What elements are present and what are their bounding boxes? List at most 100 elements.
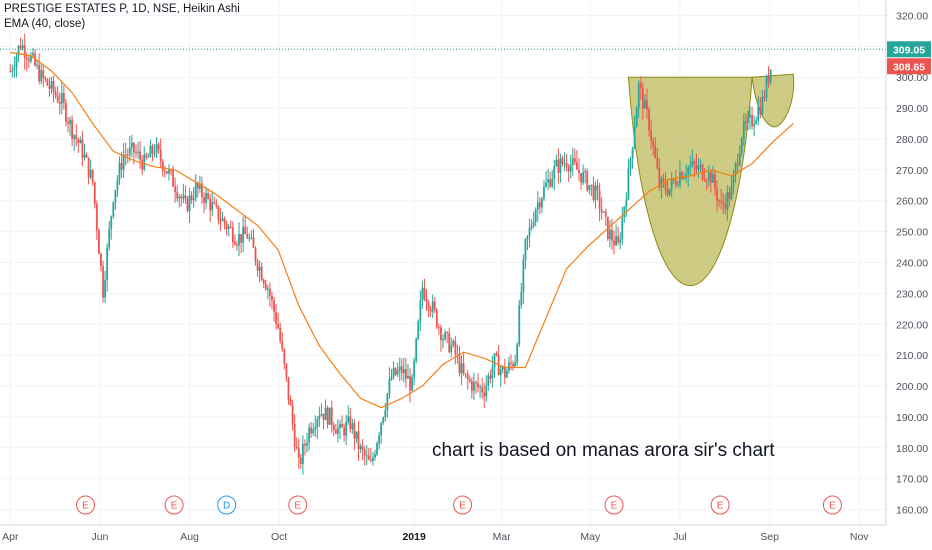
candle-body	[165, 171, 168, 174]
candle-body	[608, 229, 611, 239]
candle-body	[367, 455, 370, 460]
candle-body	[316, 419, 319, 428]
candle-body	[264, 283, 267, 290]
x-tick-label: Sep	[760, 531, 779, 543]
candle-body	[328, 407, 331, 425]
candle-body	[530, 225, 533, 228]
earnings-marker[interactable]: E	[453, 495, 473, 515]
candle-body	[716, 188, 718, 201]
candle-body	[149, 145, 152, 157]
candle-body	[685, 175, 688, 177]
candle-body	[637, 83, 640, 109]
candle-body	[512, 363, 514, 367]
candle-body	[332, 425, 335, 431]
candle-body	[621, 217, 624, 240]
candle-body	[761, 96, 764, 115]
candle-body	[423, 287, 426, 300]
candle-body	[433, 301, 436, 310]
candle-body	[79, 139, 82, 144]
candle-body	[718, 200, 721, 202]
candle-body	[483, 392, 486, 397]
candle-body	[250, 237, 253, 239]
candle-body	[19, 45, 22, 49]
candle-body	[503, 366, 506, 378]
candle-body	[271, 295, 273, 301]
candle-body	[446, 332, 449, 334]
candle-body	[159, 149, 162, 161]
candle-body	[355, 431, 358, 439]
candle-body	[147, 156, 150, 158]
candle-body	[223, 218, 226, 224]
candle-body	[217, 205, 220, 221]
candle-body	[81, 139, 84, 158]
candle-body	[520, 291, 523, 306]
candle-body	[256, 261, 259, 271]
indicator-label: EMA (40, close)	[4, 18, 86, 30]
candle-body	[479, 386, 481, 388]
earnings-marker[interactable]: E	[604, 495, 624, 515]
earnings-marker[interactable]: E	[164, 495, 184, 515]
candle-body	[470, 381, 473, 391]
candle-body	[215, 203, 218, 206]
candle-body	[345, 422, 348, 436]
candle-body	[573, 158, 576, 163]
candle-body	[227, 226, 230, 229]
candle-body	[740, 137, 743, 154]
candle-body	[351, 423, 354, 430]
earnings-marker[interactable]: E	[76, 495, 96, 515]
candle-body	[580, 173, 582, 183]
candle-body	[495, 353, 498, 355]
candle-body	[538, 202, 541, 208]
candle-body	[524, 239, 527, 261]
price-axis[interactable]: 160.00 170.00 180.00 190.00 200.00 210.00 220.…	[896, 10, 928, 516]
earnings-marker[interactable]: E	[822, 495, 842, 515]
candle-body	[295, 446, 298, 449]
candle-body	[565, 163, 568, 168]
candle-body	[126, 154, 129, 156]
candle-body	[563, 163, 566, 165]
candle-body	[407, 376, 409, 379]
candle-body	[493, 353, 496, 368]
candle-body	[17, 45, 20, 57]
candle-body	[91, 169, 94, 183]
candle-body	[475, 382, 477, 384]
earnings-marker[interactable]: E	[710, 495, 730, 515]
candle-body	[343, 427, 345, 436]
y-tick-label: 240.00	[896, 258, 928, 270]
candle-body	[679, 172, 681, 185]
earnings-marker[interactable]: E	[288, 495, 308, 515]
candle-body	[299, 457, 302, 464]
candle-body	[437, 326, 440, 328]
candle-body	[297, 448, 300, 458]
candle-body	[561, 158, 564, 164]
dividend-marker[interactable]: D	[217, 495, 237, 515]
time-axis[interactable]: Apr Jun Aug Oct 2019 Mar May Jul Sep Nov	[2, 531, 869, 543]
candle-body	[48, 85, 51, 89]
candle-body	[190, 195, 193, 200]
candle-body	[100, 253, 102, 267]
candle-body	[466, 373, 469, 379]
candle-body	[697, 165, 700, 170]
candle-body	[481, 386, 484, 393]
y-tick-label: 250.00	[896, 227, 928, 239]
candle-body	[738, 153, 741, 166]
candle-body	[635, 108, 638, 128]
candle-body	[487, 375, 490, 386]
candle-body	[695, 165, 698, 170]
candle-body	[23, 45, 26, 58]
candle-body	[664, 181, 667, 190]
candle-body	[213, 202, 216, 204]
y-tick-label: 260.00	[896, 196, 928, 208]
candle-body	[619, 239, 622, 243]
candle-body	[623, 206, 626, 218]
candle-body	[730, 186, 733, 200]
candle-body	[225, 223, 228, 229]
candle-body	[534, 209, 537, 223]
candle-body	[454, 341, 457, 355]
candle-body	[615, 236, 617, 246]
candle-body	[137, 151, 139, 153]
candle-body	[576, 162, 578, 170]
candle-body	[709, 171, 712, 183]
